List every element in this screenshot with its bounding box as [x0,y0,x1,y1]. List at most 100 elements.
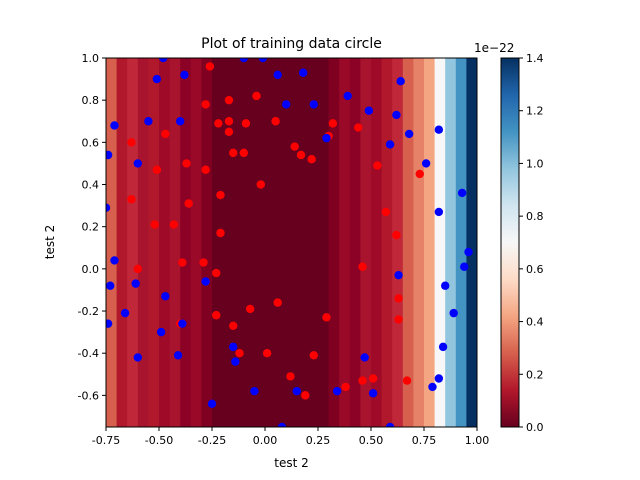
y-tick-label: 0.0 [82,263,100,276]
contour-band [360,58,372,427]
blue-point [343,91,352,101]
blue-point [322,133,331,143]
red-point [224,127,234,136]
contour-band [424,58,436,427]
contour-background [106,58,477,427]
contour-band [212,58,330,427]
red-point [178,258,187,267]
blue-point [392,110,401,120]
blue-point [106,150,113,160]
red-point [239,148,248,158]
red-point [201,165,210,174]
blue-point [131,279,140,288]
red-point [150,220,159,229]
colorbar-tick-label: 0.4 [526,316,544,329]
blue-point [292,386,301,396]
blue-point [258,58,268,63]
y-tick-label: -0.4 [78,347,99,360]
red-point [373,161,382,170]
blue-point [282,100,291,109]
colorbar-tick-label: 0.8 [526,210,544,223]
colorbar-tick-label: 0.0 [526,421,544,434]
red-point [161,129,170,139]
contour-band [169,58,181,427]
contour-band [413,58,425,427]
colorbar-tick-label: 1.4 [526,52,544,65]
contour-band [180,58,192,427]
plot-frame [105,57,478,428]
blue-point [298,68,308,77]
red-point [214,119,223,128]
red-point [322,313,331,322]
contour-band [371,58,383,427]
x-tick-label: -0.25 [198,434,226,447]
blue-point [332,386,342,396]
blue-point [428,382,437,392]
red-point [216,228,225,238]
contour-band [190,58,202,427]
blue-point [364,106,374,115]
blue-point [156,327,166,337]
contour-band [455,58,467,427]
red-point [262,349,272,358]
blue-point [110,256,119,265]
contour-band [339,58,351,427]
contour-band [328,58,340,427]
colorbar-offset-label: 1e−22 [474,41,514,55]
colorbar-tick-label: 0.2 [526,368,544,381]
red-point [381,207,391,217]
red-point [224,117,234,126]
blue-point [360,353,369,362]
red-point [296,150,306,160]
red-point [271,117,280,126]
red-point [216,190,225,200]
red-point [273,298,282,307]
contour-band [201,58,213,427]
contour-band [349,58,361,427]
blue-point [309,100,318,109]
red-point [290,142,299,151]
blue-point [106,281,115,290]
chart-title: Plot of training data circle [201,36,382,52]
colorbar-tick-label: 0.6 [526,263,544,276]
contour-band [159,58,171,427]
x-tick-label: 0.25 [306,434,331,447]
y-tick-label: 0.2 [82,221,100,234]
blue-point [464,247,473,257]
contour-band [127,58,139,427]
red-point [182,159,191,168]
contour-band [148,58,160,427]
contour-band [445,58,457,427]
blue-point [396,76,405,86]
blue-point [239,58,248,63]
red-point [133,264,142,274]
x-axis-label: test 2 [274,456,309,470]
colorbar-tick-label: 1.0 [526,157,544,170]
blue-point [176,117,185,126]
red-point [127,195,136,204]
x-tick-label: 0.00 [253,434,278,447]
contour-band [116,58,128,427]
red-point [309,351,318,360]
blue-point [449,308,458,318]
blue-point [434,374,444,383]
red-point [402,376,412,385]
red-point [201,100,210,109]
y-axis-ticks: -0.6 -0.4 -0.2 0.0 0.2 0.4 0.6 0.8 1.0 [78,52,106,402]
blue-point [106,319,113,328]
blue-point [394,270,403,280]
blue-point [404,129,414,139]
red-point [354,123,363,132]
blue-point [368,389,378,398]
y-axis-label: test 2 [43,225,57,260]
blue-point [421,159,431,168]
contour-band [434,58,446,427]
red-point [286,372,295,381]
red-point [307,155,316,164]
x-tick-label: -0.50 [145,434,173,447]
red-point [392,230,401,240]
red-point [301,391,310,400]
blue-point [385,140,395,149]
red-point [394,315,403,324]
x-axis-ticks: -0.75 -0.50 -0.25 0.00 0.25 0.50 0.75 1.00 [92,427,489,447]
